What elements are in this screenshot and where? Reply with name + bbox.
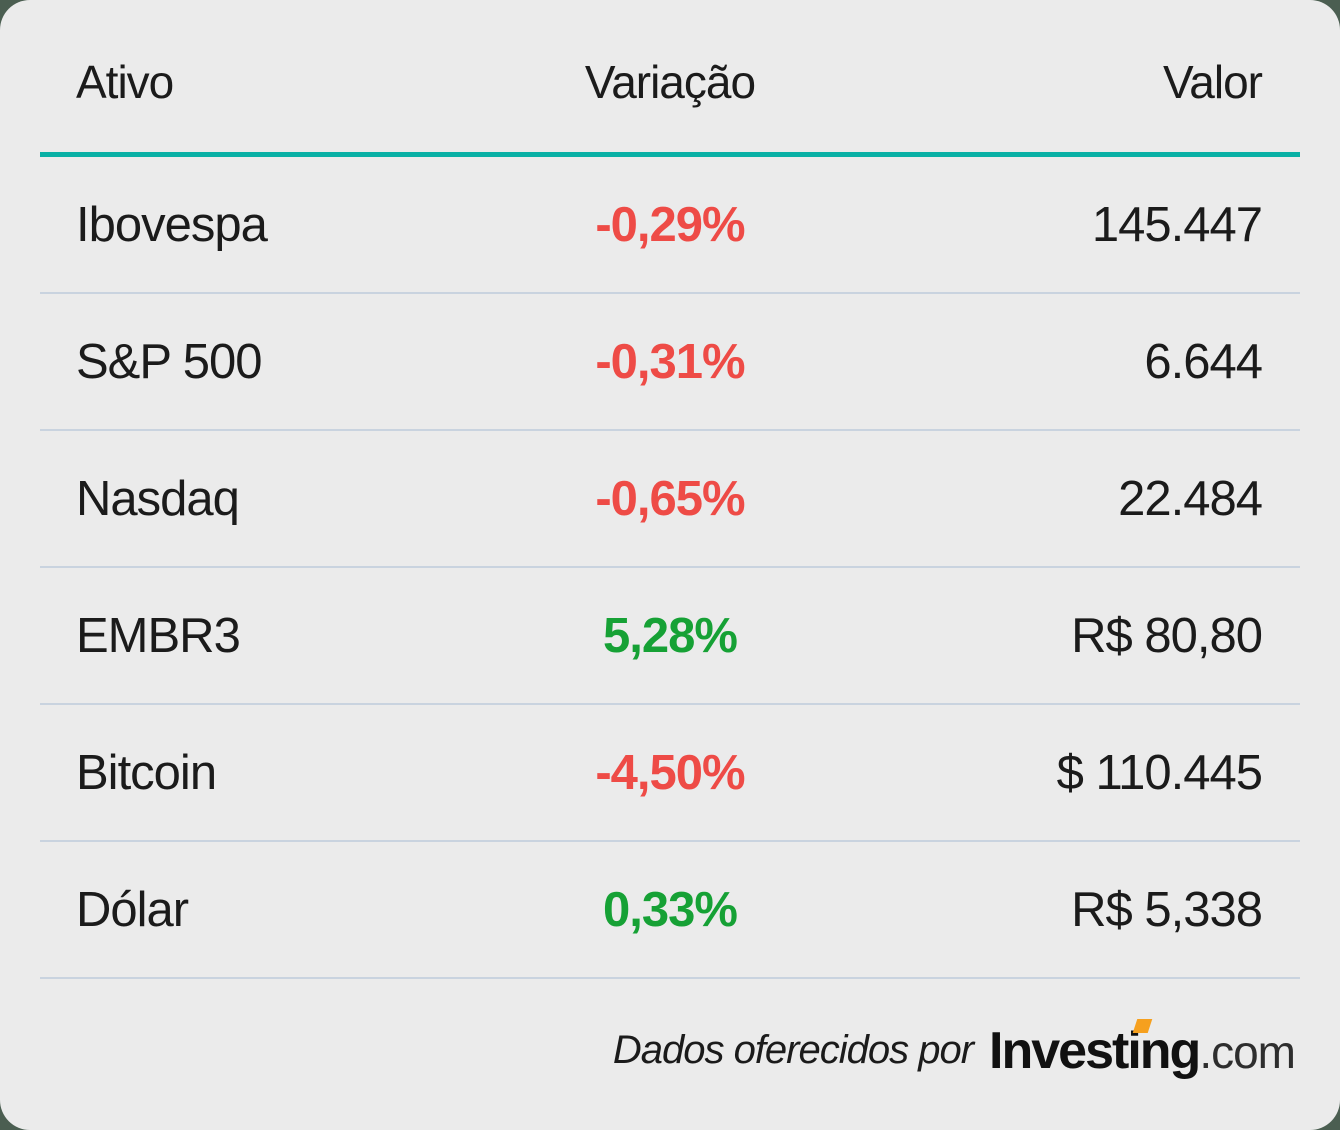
header-value: Valor (1163, 56, 1263, 108)
investing-logo-suffix: .com (1199, 1025, 1296, 1078)
table-row-nasdaq: Nasdaq -0,65% 22.484 (40, 431, 1300, 568)
investing-com-logo[interactable]: Investing .com (989, 1018, 1296, 1081)
header-asset: Ativo (76, 56, 174, 108)
asset-value: 145.447 (1091, 197, 1263, 252)
table-row-sp500: S&P 500 -0,31% 6.644 (40, 294, 1300, 431)
attribution-footer: Dados oferecidos por Investing .com (0, 979, 1340, 1130)
asset-value: 6.644 (1144, 334, 1263, 389)
table-row-dolar: Dólar 0,33% R$ 5,338 (40, 842, 1300, 979)
variation-value: 0,33% (603, 882, 738, 937)
variation-value: -4,50% (595, 745, 745, 800)
asset-value: R$ 5,338 (1071, 882, 1263, 937)
asset-name: Nasdaq (76, 471, 240, 526)
variation-value: -0,65% (595, 471, 745, 526)
variation-value: -0,29% (595, 197, 745, 252)
asset-name: Dólar (76, 882, 189, 937)
asset-name: S&P 500 (76, 334, 263, 389)
variation-value: -0,31% (595, 334, 745, 389)
table-row-embr3: EMBR3 5,28% R$ 80,80 (40, 568, 1300, 705)
table-row-ibovespa: Ibovespa -0,29% 145.447 (40, 157, 1300, 294)
asset-name: Ibovespa (76, 197, 268, 252)
attribution-text: Dados oferecidos por (612, 1028, 974, 1072)
header-variation: Variação (584, 56, 756, 108)
asset-name: Bitcoin (76, 745, 217, 800)
table-row-bitcoin: Bitcoin -4,50% $ 110.445 (40, 705, 1300, 842)
investing-logo-wordmark: Investing (989, 1018, 1201, 1081)
asset-name: EMBR3 (76, 608, 241, 663)
market-table: Ativo Variação Valor Ibovespa -0,29% 145… (40, 0, 1300, 979)
investing-logo-word: Investing (989, 1021, 1201, 1080)
table-header-row: Ativo Variação Valor (40, 0, 1300, 157)
variation-value: 5,28% (603, 608, 738, 663)
asset-value: R$ 80,80 (1071, 608, 1263, 663)
asset-value: $ 110.445 (1056, 745, 1263, 800)
asset-value: 22.484 (1118, 471, 1263, 526)
